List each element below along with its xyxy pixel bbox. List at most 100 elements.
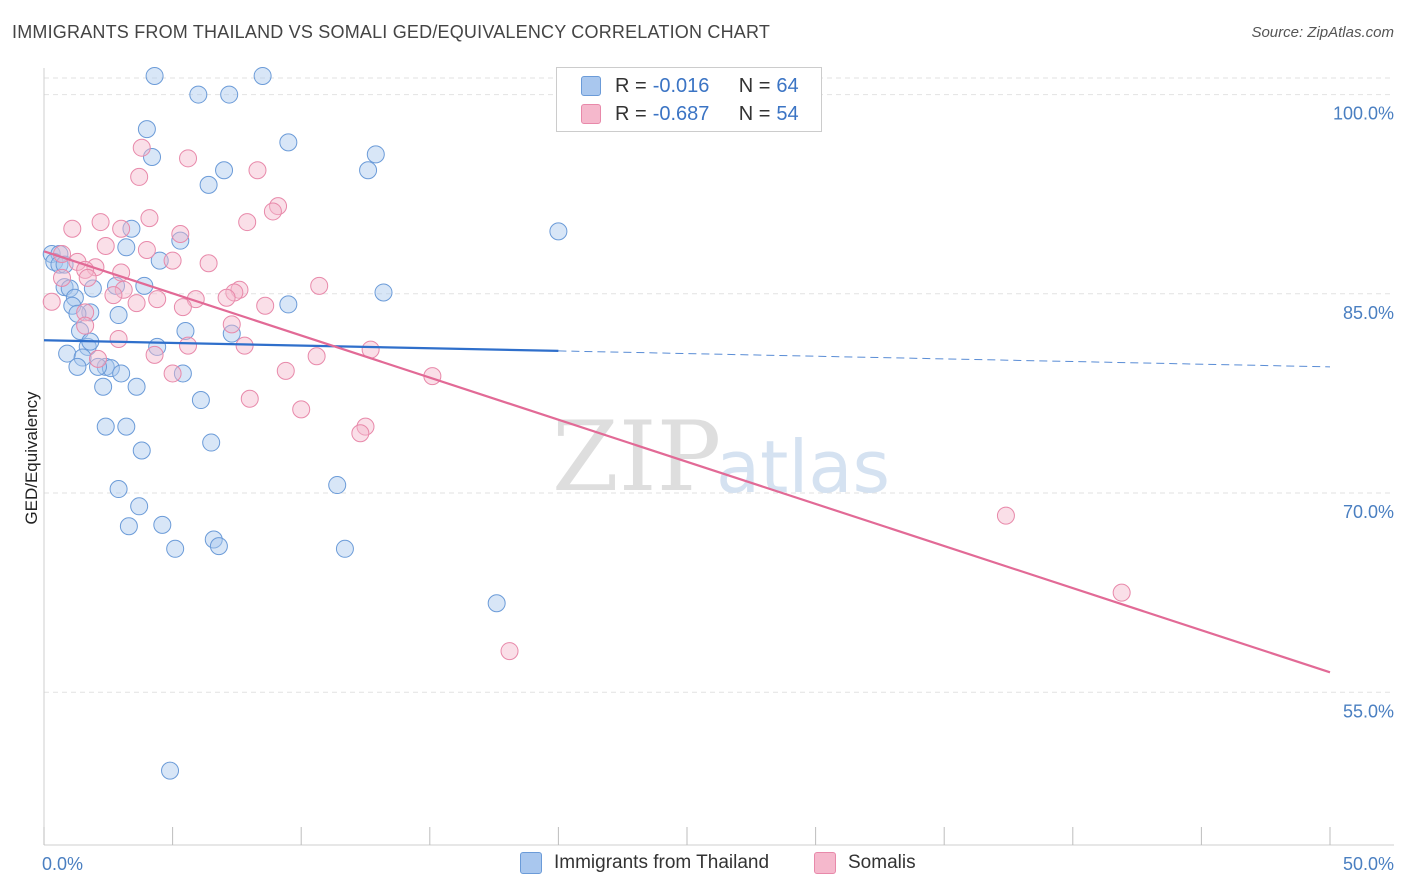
thailand-point [161,761,180,780]
thailand-point [220,85,239,104]
thailand-point [189,85,208,104]
legend-n-value: 64 [776,74,799,97]
somali-point [91,213,110,232]
thailand-point [94,377,113,396]
somali-point [127,294,146,313]
somali-point [78,268,97,287]
thailand-point [549,222,568,241]
thailand-point [109,306,128,325]
thailand-point [150,251,169,270]
thailand-point [60,279,79,298]
somali-point [104,286,123,305]
somali-point [179,149,198,168]
thailand-point [171,231,190,250]
thailand-trend-extension [558,350,1331,368]
thailand-point [279,295,298,314]
thailand-point [335,539,354,558]
axes [43,68,1394,846]
somali-point [179,336,198,355]
series-legend-somali[interactable]: Somalis [814,852,916,874]
somali-point [109,329,128,348]
thailand-point [153,515,172,534]
legend-row-somali: R = -0.687 N = 54 [581,101,799,127]
thailand-point [73,348,92,367]
somali-point [163,251,182,270]
somali-point [148,290,167,309]
thailand-point [119,517,138,536]
y-axis-label: GED/Equivalency [22,391,41,525]
thailand-point [176,321,195,340]
trend-lines [43,250,1331,674]
somali-point [76,303,95,322]
series-label-somali: Somalis [848,852,916,873]
legend-r-value: -0.016 [652,74,710,97]
legend-r-label: R = [615,102,647,125]
thailand-point [122,219,141,238]
thailand-point [81,303,100,322]
y-tick-label: 55.0% [1343,701,1394,721]
series-legend-thailand[interactable]: Immigrants from Thailand [520,852,769,874]
somali-point [351,424,370,443]
x-tick-label-max: 50.0% [1343,854,1394,874]
y-tick-label: 70.0% [1343,502,1394,522]
thailand-point [137,120,156,139]
somali-point [76,316,95,335]
somali-point [173,298,192,317]
thailand-point [487,594,506,613]
somali-points [42,138,1131,661]
thailand-point [328,476,347,495]
somali-trend-line [43,250,1331,674]
thailand-point [96,417,115,436]
thailand-point [145,66,164,85]
legend-n-label: N = [738,74,771,97]
somali-point [140,209,159,228]
somali-point [171,225,190,244]
y-tick-labels: 100.0% 85.0% 70.0% 55.0% [1333,104,1394,722]
thailand-point [132,441,151,460]
thailand-point [253,66,272,85]
correlation-legend: R = -0.016 N = 64 R = -0.687 N = 54 [556,67,822,132]
thailand-point [58,344,77,363]
somali-point [310,276,329,295]
thailand-points [42,66,568,780]
legend-swatch-thailand [581,76,601,96]
y-tick-label: 85.0% [1343,303,1394,323]
legend-n-value: 54 [776,102,799,125]
thailand-point [209,537,228,556]
somali-point [263,202,282,221]
series-swatch-thailand [520,852,542,874]
somali-point [307,347,326,366]
x-tick-label-min: 0.0% [42,854,83,874]
thailand-point [83,279,102,298]
somali-point [222,315,241,334]
legend-r-label: R = [615,74,647,97]
thailand-point [359,161,378,180]
somali-point [500,642,519,661]
somali-point [114,280,133,299]
thailand-point [222,324,241,343]
thailand-point [130,497,149,516]
somali-point [248,161,267,180]
chart-title: IMMIGRANTS FROM THAILAND VS SOMALI GED/E… [12,22,771,42]
thailand-point [202,433,221,452]
thailand-point [199,175,218,194]
somali-point [63,219,82,238]
thailand-point [89,357,108,376]
somali-point [145,345,164,364]
thailand-point [127,377,146,396]
somali-point [269,197,288,216]
somali-point [238,213,257,232]
somali-point [137,240,156,259]
source-credit: Source: ZipAtlas.com [1251,24,1394,41]
y-tick-label: 100.0% [1333,104,1394,124]
legend-r-value: -0.687 [652,102,710,125]
somali-point [163,364,182,383]
thailand-point [279,133,298,152]
somali-point [132,138,151,157]
thailand-point [166,539,185,558]
thailand-point [117,417,136,436]
thailand-point [117,238,136,257]
watermark-atlas: atlas [716,425,890,509]
thailand-point [374,283,393,302]
somali-point [230,280,249,299]
